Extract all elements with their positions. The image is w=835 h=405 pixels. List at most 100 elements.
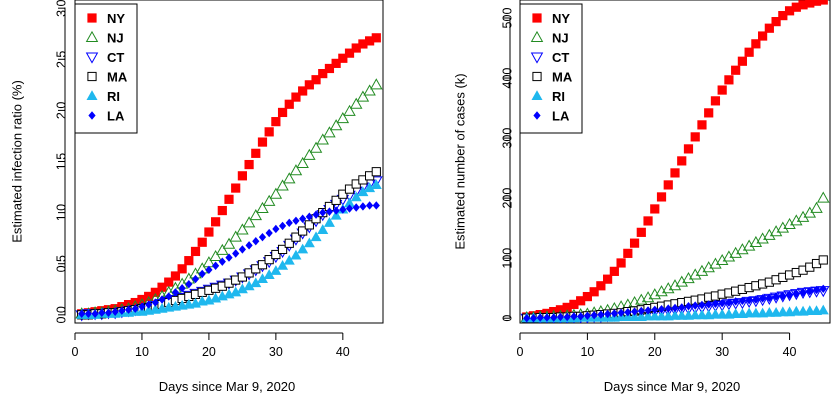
data-point xyxy=(663,180,673,190)
data-point xyxy=(256,273,268,284)
y-tick-label: 3.0 xyxy=(54,0,68,17)
data-point xyxy=(118,306,126,315)
data-point xyxy=(543,313,551,322)
legend-marker xyxy=(85,30,99,42)
legend-label: NJ xyxy=(107,31,124,46)
data-point xyxy=(236,223,249,235)
data-point xyxy=(724,75,734,85)
data-point xyxy=(650,204,660,214)
data-point xyxy=(230,286,242,297)
data-point xyxy=(296,156,309,169)
data-point xyxy=(330,209,342,220)
legend-marker xyxy=(88,111,96,120)
data-point xyxy=(284,99,294,109)
data-point xyxy=(178,284,186,293)
data-point xyxy=(264,127,274,137)
data-point xyxy=(562,302,572,312)
plot-frame xyxy=(519,0,831,324)
data-point xyxy=(229,230,242,242)
data-point xyxy=(289,164,303,176)
data-point xyxy=(792,289,800,298)
data-point xyxy=(298,226,308,236)
data-point xyxy=(556,312,565,322)
legend-box xyxy=(519,3,583,134)
data-point xyxy=(151,298,159,307)
data-point xyxy=(717,85,727,95)
data-point xyxy=(297,243,309,254)
data-point xyxy=(763,228,776,240)
data-point xyxy=(751,39,761,49)
data-point xyxy=(617,308,625,317)
data-point xyxy=(332,206,340,215)
legend-label: RI xyxy=(107,89,120,104)
data-point xyxy=(644,306,652,315)
data-point xyxy=(191,274,200,284)
data-point xyxy=(737,56,747,66)
data-point xyxy=(299,214,307,223)
data-point xyxy=(276,179,289,191)
data-point xyxy=(637,306,645,316)
legend-marker xyxy=(533,111,541,120)
series-la xyxy=(78,201,380,319)
data-point xyxy=(345,204,354,213)
data-point xyxy=(623,248,633,258)
data-point xyxy=(252,237,260,246)
data-point xyxy=(258,232,267,242)
data-point xyxy=(765,293,773,302)
data-point xyxy=(732,297,740,306)
plot-frame xyxy=(74,0,384,324)
x-tick-label: 0 xyxy=(72,345,79,359)
data-point xyxy=(688,268,702,280)
data-point xyxy=(218,257,226,266)
data-point xyxy=(523,313,531,323)
data-point xyxy=(657,304,666,314)
data-point xyxy=(756,232,769,244)
data-point xyxy=(209,249,222,262)
data-point xyxy=(550,313,558,322)
data-point xyxy=(671,303,679,313)
data-point xyxy=(283,172,296,184)
data-point xyxy=(764,23,774,33)
y-tick-label: 300 xyxy=(500,128,514,149)
data-point xyxy=(316,133,329,145)
data-point xyxy=(819,284,827,293)
data-point xyxy=(677,156,687,166)
data-point xyxy=(351,43,361,53)
data-point xyxy=(270,265,282,275)
legend-marker xyxy=(530,52,544,64)
data-point xyxy=(205,265,213,275)
data-point xyxy=(323,217,335,227)
data-point xyxy=(339,205,347,214)
data-point xyxy=(796,210,810,222)
data-point xyxy=(349,97,363,109)
data-point xyxy=(784,6,795,16)
data-point xyxy=(817,191,830,203)
data-point xyxy=(245,241,253,250)
data-point xyxy=(309,141,323,153)
data-point xyxy=(303,237,315,248)
x-tick-label: 10 xyxy=(580,345,594,359)
data-point xyxy=(709,257,722,269)
data-point xyxy=(651,305,659,314)
data-point xyxy=(325,207,334,216)
data-point xyxy=(98,308,106,317)
data-point xyxy=(277,107,288,118)
data-point xyxy=(805,0,815,8)
data-points xyxy=(75,33,383,322)
data-point xyxy=(759,294,767,303)
x-tick-label: 20 xyxy=(648,345,662,359)
data-point xyxy=(582,291,592,302)
data-point xyxy=(231,183,241,193)
data-point xyxy=(251,148,261,158)
data-point xyxy=(630,307,639,316)
legend-label: MA xyxy=(107,70,128,85)
data-point xyxy=(372,201,380,210)
data-point xyxy=(616,258,626,268)
data-point xyxy=(271,117,281,127)
data-point xyxy=(84,309,92,319)
data-point xyxy=(352,203,360,212)
data-point xyxy=(150,287,160,297)
x-tick-label: 40 xyxy=(336,345,350,359)
